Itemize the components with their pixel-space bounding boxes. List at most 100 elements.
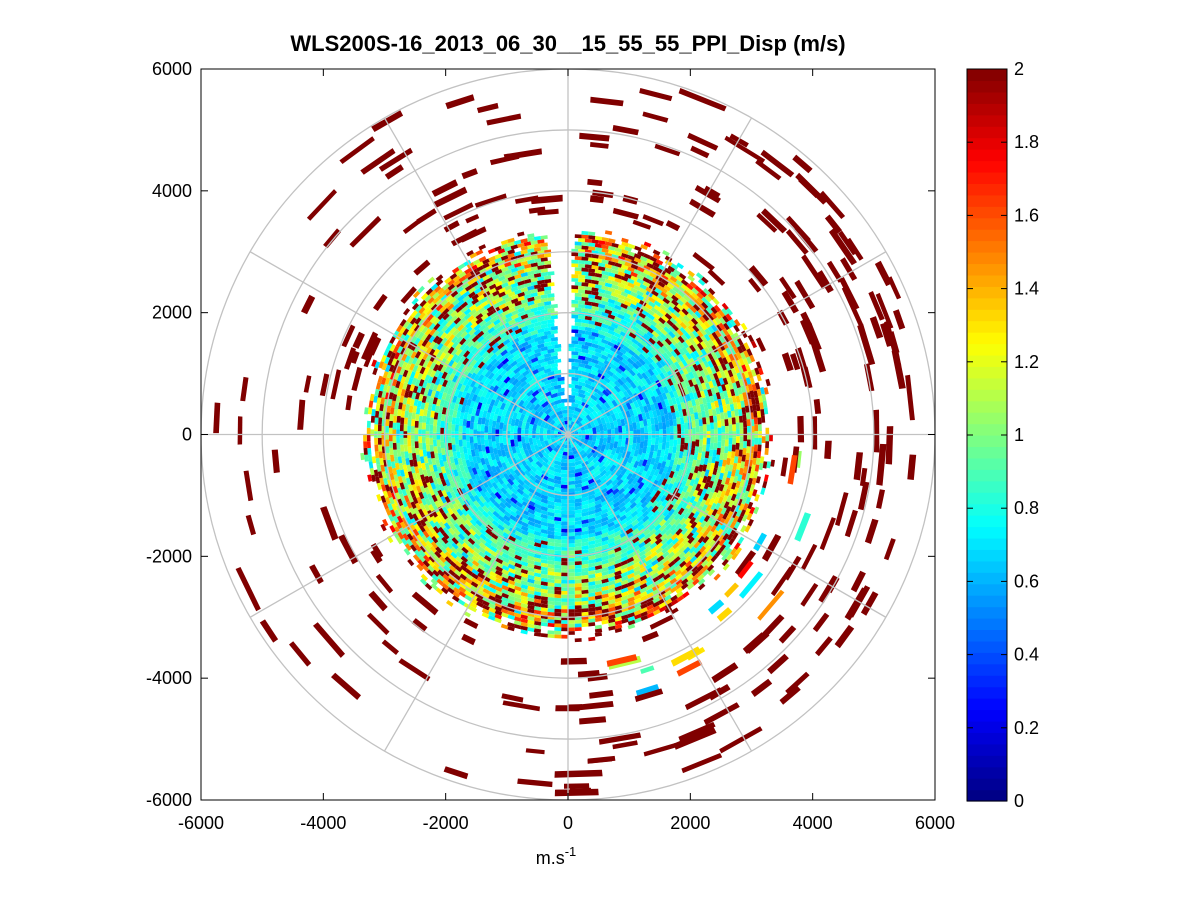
- ppi-cell: [462, 370, 470, 379]
- ppi-cell: [523, 469, 532, 478]
- ppi-cell: [540, 376, 549, 383]
- ppi-cell: [465, 301, 474, 309]
- ppi-cell: [574, 575, 582, 580]
- ppi-cell: [527, 274, 535, 280]
- ppi-cell: [601, 311, 609, 318]
- ppi-cell: [550, 337, 558, 342]
- ppi-cell: [663, 568, 671, 576]
- ppi-cell: [574, 369, 583, 375]
- ppi-cell: [405, 488, 412, 497]
- ppi-cell: [568, 416, 573, 421]
- ppi-cell: [412, 496, 419, 505]
- ppi-cell: [568, 579, 575, 584]
- ppi-cell: [533, 299, 542, 304]
- ppi-cell: [702, 464, 708, 472]
- ppi-cell: [561, 634, 568, 639]
- ppi-cell: [588, 428, 594, 435]
- ppi-cell: [527, 350, 536, 357]
- ppi-cell: [614, 566, 622, 573]
- ppi-cell: [620, 473, 628, 482]
- ppi-cell: [554, 516, 562, 522]
- ppi-cell: [472, 504, 480, 513]
- ppi-cell: [540, 581, 548, 586]
- ppi-cell: [601, 559, 609, 565]
- ppi-cell: [546, 477, 555, 483]
- ppi-cell: [524, 290, 532, 296]
- ppi-cell: [605, 483, 614, 491]
- ppi-cell: [742, 447, 747, 455]
- ppi-cell: [608, 595, 616, 601]
- ppi-cell: [709, 415, 714, 423]
- ppi-cell: [568, 598, 575, 602]
- ppi-cell: [743, 434, 748, 442]
- ppi-cell: [470, 489, 477, 497]
- ppi-cell: [504, 284, 513, 291]
- ppi-cell: [631, 528, 640, 536]
- ppi-cell: [528, 383, 537, 391]
- ppi-cell: [662, 551, 670, 559]
- ppi-cell: [707, 456, 713, 464]
- ppi-cell: [710, 502, 717, 511]
- ppi-cell: [658, 456, 664, 464]
- ppi-cell: [405, 457, 410, 466]
- ppi-cell: [468, 286, 476, 294]
- ppi-cell: [574, 502, 582, 507]
- ppi-cell: [633, 429, 638, 437]
- ppi-cell: [394, 462, 400, 471]
- ppi-cell: [431, 457, 437, 466]
- ppi-cell: [591, 316, 599, 322]
- ppi-cell: [568, 620, 575, 624]
- ppi-cell: [520, 533, 529, 540]
- ppi-cell: [742, 414, 747, 422]
- ppi-cell: [492, 510, 500, 518]
- ppi-cell: [561, 409, 568, 414]
- ppi-cell: [712, 409, 717, 417]
- ppi-cell: [668, 569, 677, 577]
- ppi-cell: [700, 525, 708, 534]
- ppi-cell: [480, 337, 488, 345]
- ppi-cell: [568, 413, 574, 418]
- ppi-cell: [568, 480, 576, 486]
- ppi-cell: [517, 265, 525, 271]
- ppi-cell: [547, 359, 555, 365]
- ppi-cell: [399, 367, 406, 376]
- ppi-cell: [441, 454, 447, 462]
- ppi-cell: [517, 338, 526, 345]
- ppi-cell: [678, 410, 684, 418]
- ppi-cell: [554, 619, 562, 624]
- ppi-cell: [496, 379, 504, 388]
- ppi-cell: [515, 360, 524, 368]
- ppi-cell: [648, 296, 656, 304]
- ppi-cell: [462, 538, 471, 546]
- ppi-cell: [459, 288, 467, 296]
- ppi-cell: [613, 538, 622, 545]
- ppi-cell: [581, 271, 589, 276]
- ppi-cell: [598, 307, 606, 313]
- ppi-cell: [501, 477, 509, 485]
- ppi-cell: [673, 330, 681, 339]
- ppi-cell: [411, 419, 416, 427]
- ppi-cell: [658, 467, 665, 475]
- ppi-cell: [491, 434, 496, 442]
- ppi-cell: [690, 413, 696, 422]
- ppi-cell: [667, 546, 675, 554]
- ppi-cell: [411, 356, 418, 365]
- ppi-cell: [574, 509, 583, 514]
- ppi-cell: [539, 434, 544, 442]
- ppi-cell: [466, 509, 474, 517]
- ppi-cell: [495, 353, 503, 361]
- ppi-cell: [407, 349, 414, 357]
- ppi-cell: [676, 328, 684, 337]
- ppi-cell: [393, 474, 399, 482]
- ppi-cell: [457, 502, 464, 511]
- ppi-cell: [520, 553, 529, 559]
- ppi-cell: [716, 447, 721, 455]
- ppi-cell: [601, 551, 609, 558]
- ppi-cell: [562, 424, 567, 429]
- ppi-cell: [621, 478, 629, 486]
- ppi-cell: [714, 429, 718, 437]
- ppi-cell: [606, 369, 615, 377]
- ppi-cell: [620, 307, 629, 314]
- ppi-cell: [476, 335, 485, 343]
- ppi-cell: [511, 446, 517, 454]
